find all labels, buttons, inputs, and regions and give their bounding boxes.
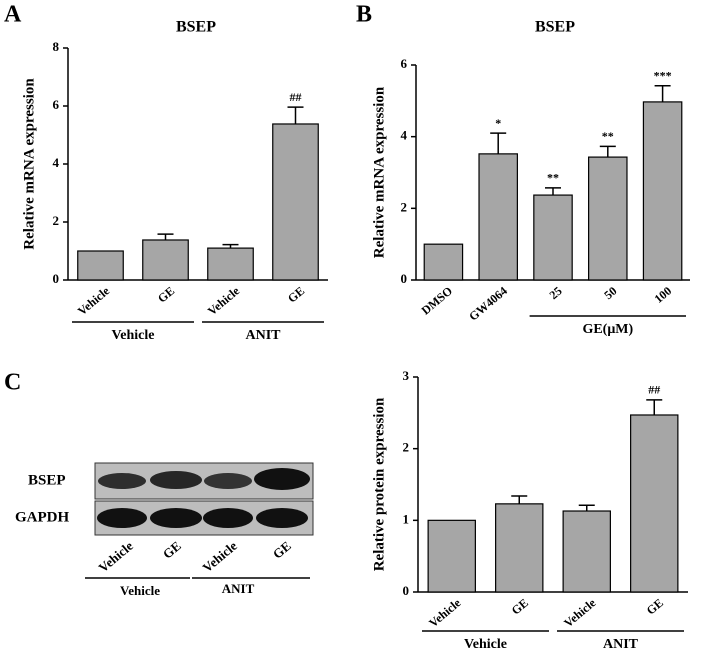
lane-label: Vehicle: [200, 538, 240, 575]
bar: [588, 156, 628, 281]
x-tick-label: GE: [644, 596, 666, 618]
error-bar: [545, 187, 561, 196]
y-tick-label: 1: [403, 511, 410, 526]
error-bar: [599, 145, 616, 158]
error-bar: [511, 495, 528, 504]
annotation: ***: [654, 69, 672, 83]
bar: [478, 153, 518, 281]
group-label: Vehicle: [120, 583, 160, 598]
band: [150, 508, 202, 528]
band: [97, 508, 147, 528]
y-axis-label: Relative mRNA expression: [21, 78, 37, 250]
panel-label: A: [4, 2, 22, 28]
y-tick-label: 8: [53, 39, 60, 54]
y-axis-label: Relative mRNA expression: [371, 86, 387, 258]
blot-row-label: BSEP: [28, 472, 66, 488]
lane-label: Vehicle: [96, 538, 136, 575]
group-label: Vehicle: [464, 637, 507, 652]
lane-label: GE: [160, 538, 184, 562]
x-tick-label: 100: [652, 284, 675, 306]
x-tick-label: Vehicle: [205, 283, 243, 318]
y-tick-label: 2: [53, 213, 60, 228]
bar: [630, 414, 679, 593]
y-axis-label: Relative protein expression: [371, 397, 387, 571]
group-label: ANIT: [222, 581, 255, 596]
bar: [427, 519, 476, 593]
y-tick-label: 2: [401, 199, 408, 214]
bar: [533, 194, 573, 281]
x-tick-label: Vehicle: [426, 595, 464, 630]
y-tick-label: 6: [401, 56, 408, 71]
y-tick-label: 4: [401, 128, 408, 143]
band: [204, 473, 252, 489]
x-tick-label: DMSO: [419, 284, 456, 318]
bar: [642, 101, 683, 281]
chart-title: BSEP: [176, 19, 216, 36]
panel-label: B: [356, 2, 372, 28]
annotation: *: [495, 116, 501, 130]
group-label: GE(μM): [582, 322, 633, 337]
blot: BSEP GAPDH Vehicle GE Vehicle GE Vehicle…: [15, 462, 314, 598]
y-tick-label: 0: [403, 583, 410, 598]
x-tick-label: GE: [155, 284, 177, 306]
y-tick-label: 0: [53, 271, 60, 286]
bar: [423, 243, 464, 281]
group-label: Vehicle: [111, 328, 154, 343]
group-label: ANIT: [245, 328, 281, 343]
bar: [495, 503, 544, 593]
band: [256, 508, 308, 528]
annotation: **: [602, 129, 614, 143]
y-tick-label: 6: [53, 97, 60, 112]
x-tick-label: Vehicle: [561, 595, 599, 630]
y-tick-label: 3: [403, 368, 410, 383]
lane-label: GE: [270, 538, 294, 562]
x-tick-label: Vehicle: [75, 283, 113, 318]
bar: [77, 250, 124, 281]
x-tick-label: 50: [601, 284, 619, 302]
y-tick-label: 4: [53, 155, 60, 170]
x-tick-label: GE: [509, 596, 531, 618]
chart-title: BSEP: [535, 19, 575, 36]
annotation: ##: [648, 383, 660, 397]
error-bar: [157, 233, 174, 240]
error-bar: [578, 504, 595, 512]
blot-row-label: GAPDH: [15, 509, 69, 525]
x-tick-label: 25: [547, 284, 565, 302]
annotation: **: [547, 171, 559, 185]
error-bar: [490, 132, 507, 154]
bar: [562, 510, 611, 593]
group-label: ANIT: [603, 637, 639, 652]
y-tick-label: 2: [403, 440, 410, 455]
panel-label: C: [4, 370, 21, 396]
band: [254, 468, 310, 490]
x-tick-label: GW4064: [466, 284, 510, 324]
annotation: ##: [290, 90, 302, 104]
y-tick-label: 0: [401, 271, 408, 286]
band: [98, 473, 146, 489]
band: [150, 471, 202, 489]
bar: [142, 239, 189, 281]
x-tick-label: GE: [285, 284, 307, 306]
error-bar: [287, 106, 304, 124]
error-bar: [646, 399, 663, 415]
error-bar: [222, 243, 239, 249]
bar: [207, 247, 254, 281]
band: [203, 508, 253, 528]
bar: [272, 123, 319, 281]
error-bar: [654, 85, 671, 102]
